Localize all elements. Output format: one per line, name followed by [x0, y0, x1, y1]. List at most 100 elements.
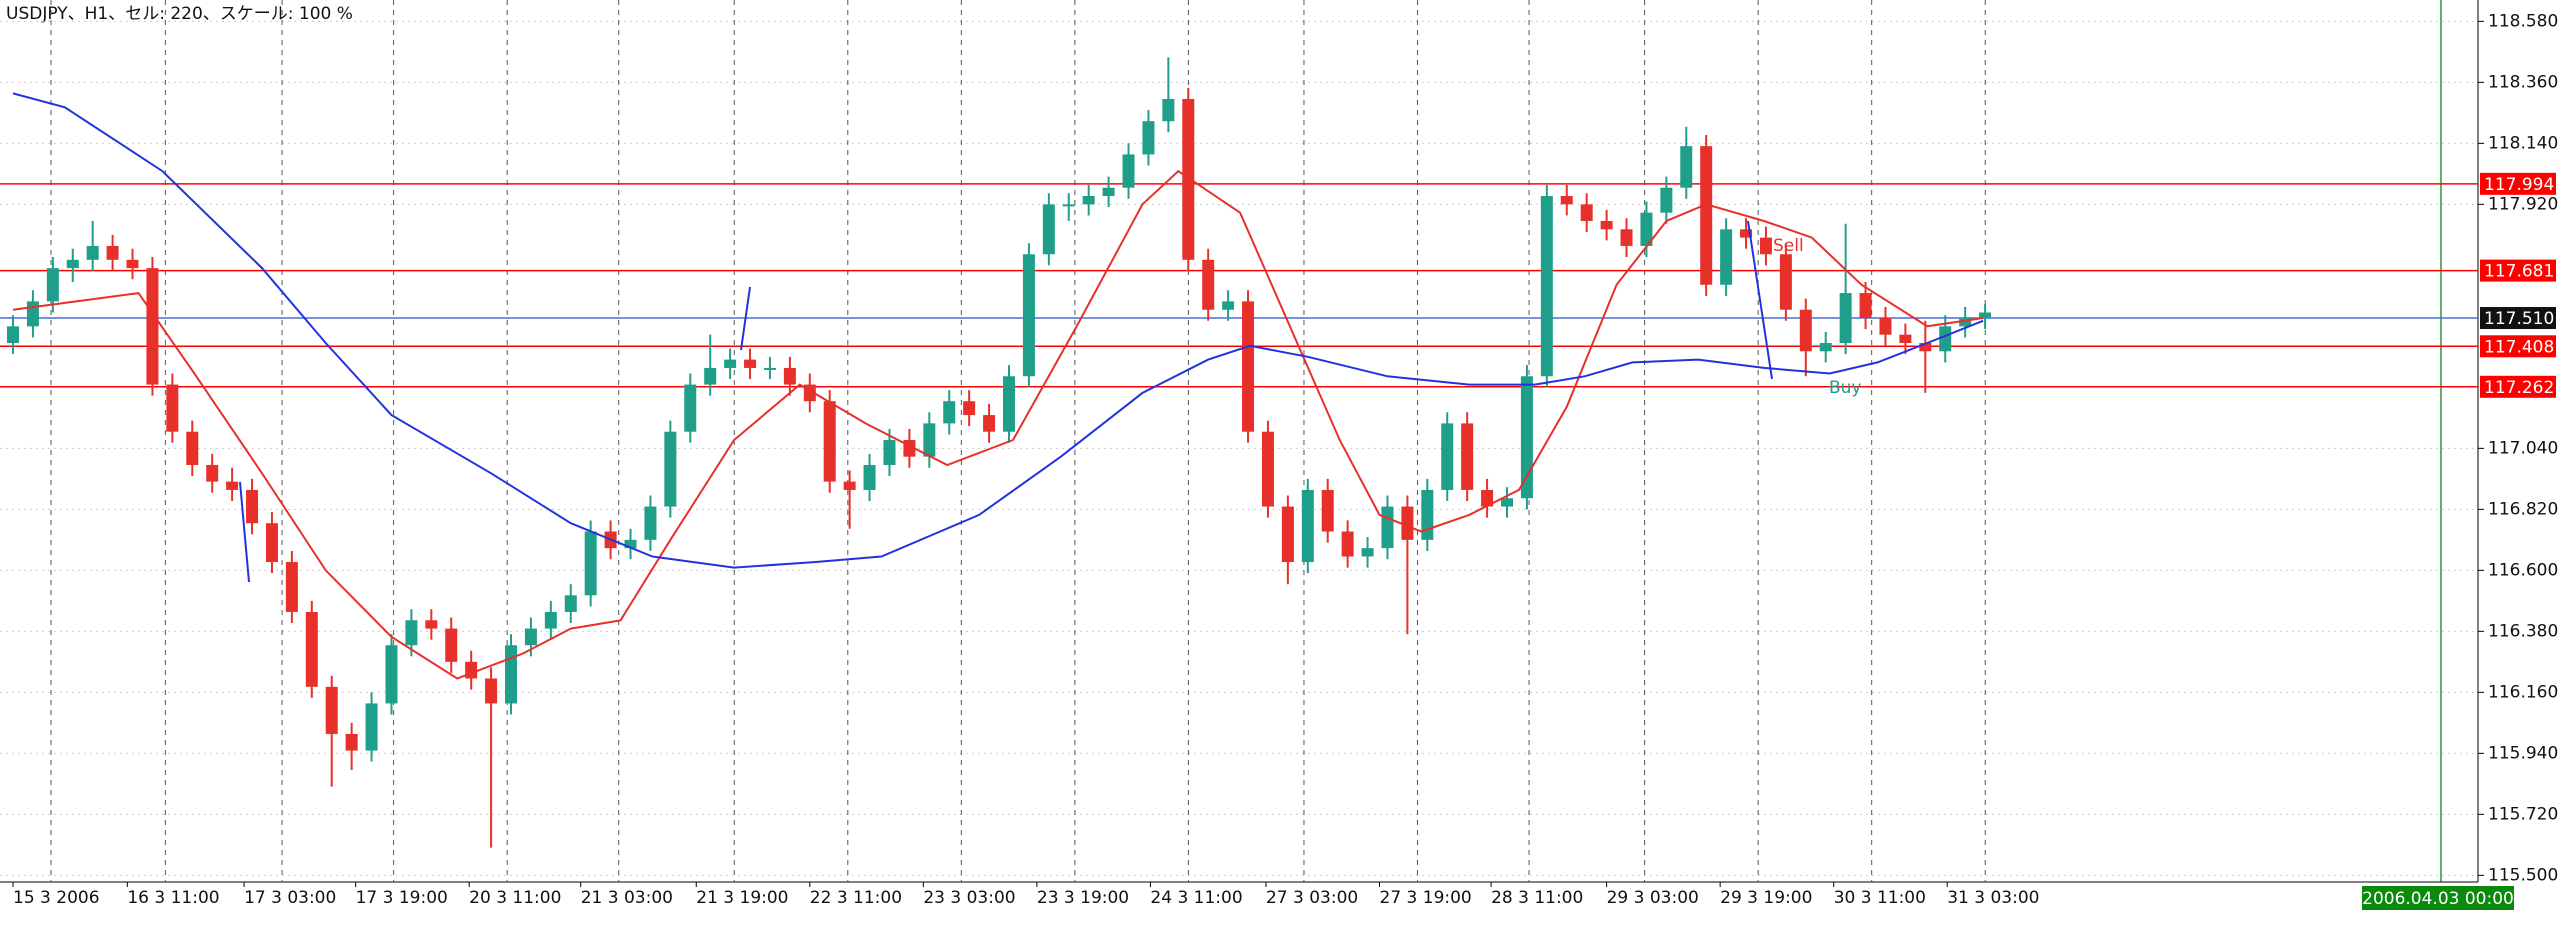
candle-body	[166, 384, 179, 432]
zigzag	[239, 481, 250, 583]
y-tick-label: 116.600	[2488, 560, 2558, 580]
level-label: 117.408	[2484, 337, 2554, 357]
candle-body	[1481, 489, 1494, 507]
y-tick-label: 118.580	[2488, 11, 2558, 31]
candle-body	[465, 661, 478, 679]
candle-body	[1700, 146, 1713, 285]
candle-body	[744, 359, 757, 368]
candle-body	[544, 611, 557, 629]
x-tick-label: 27 3 19:00	[1380, 888, 1472, 908]
candle-body	[1242, 301, 1255, 432]
x-tick-label: 15 3 2006	[13, 888, 100, 908]
zigzag	[740, 286, 751, 351]
candle-body	[664, 431, 677, 507]
candle-body	[1799, 309, 1812, 352]
candle-body	[1042, 204, 1055, 255]
candle-body	[1919, 342, 1932, 352]
candle-body	[1640, 212, 1653, 246]
zigzag	[1747, 220, 1773, 380]
candle-body	[1839, 293, 1852, 343]
level-tag	[2480, 172, 2556, 195]
date-tag	[2362, 886, 2514, 910]
candle-body	[704, 367, 717, 385]
candle-body	[823, 401, 836, 482]
candle-body	[365, 703, 378, 751]
x-tick-label: 24 3 11:00	[1150, 888, 1242, 908]
candle-body	[843, 481, 856, 490]
candle-body	[983, 415, 996, 432]
level-tag	[2480, 375, 2556, 398]
candle-body	[1401, 506, 1414, 540]
moving-average	[12, 92, 1984, 569]
candle-body	[1819, 342, 1832, 352]
x-tick-label: 29 3 19:00	[1720, 888, 1812, 908]
candle-body	[385, 645, 398, 704]
candle-body	[1202, 259, 1215, 310]
x-tick-label: 28 3 11:00	[1491, 888, 1583, 908]
candle-body	[246, 489, 259, 524]
level-tag	[2480, 307, 2556, 330]
candle-body	[7, 326, 19, 343]
candle-body	[1461, 423, 1474, 490]
candle-body	[1720, 229, 1733, 285]
candle-body	[1261, 431, 1274, 507]
candle-body	[1361, 548, 1374, 557]
chart-title: USDJPY、H1、セル: 220、スケール: 100 %	[6, 4, 353, 24]
candle-body	[1022, 254, 1035, 377]
candle-body	[1102, 187, 1115, 197]
candle-body	[1281, 506, 1294, 563]
candle-body	[1899, 334, 1912, 343]
candle-body	[923, 423, 936, 457]
x-tick-label: 17 3 03:00	[244, 888, 336, 908]
y-tick-label: 116.160	[2488, 682, 2558, 702]
y-tick-label: 116.380	[2488, 621, 2558, 641]
candle-body	[1560, 196, 1573, 205]
candle-body	[1122, 154, 1135, 188]
level-label: 117.510	[2484, 309, 2554, 329]
candle-body	[584, 531, 597, 596]
moving-average	[12, 169, 1984, 680]
candle-body	[1441, 423, 1454, 490]
candle-body	[1301, 489, 1314, 563]
candle-body	[1939, 326, 1952, 352]
x-tick-label: 31 3 03:00	[1947, 888, 2039, 908]
candle-body	[1580, 204, 1593, 221]
candle-body	[265, 523, 278, 563]
candle-body	[1520, 376, 1533, 499]
candle-body	[1660, 187, 1673, 213]
annotation: Buy	[1829, 378, 1862, 398]
candle-body	[1600, 220, 1613, 230]
x-tick-label: 22 3 11:00	[810, 888, 902, 908]
x-tick-label: 21 3 19:00	[696, 888, 788, 908]
candle-body	[186, 431, 199, 465]
candle-body	[1182, 98, 1195, 260]
candle-body	[1779, 254, 1792, 310]
candle-body	[564, 595, 577, 612]
candle-body	[1062, 204, 1075, 207]
candle-body	[1003, 376, 1015, 432]
candle-body	[425, 620, 438, 629]
candle-body	[325, 686, 338, 734]
y-tick-label: 115.720	[2488, 804, 2558, 824]
candle-body	[1740, 229, 1753, 238]
candle-body	[1501, 498, 1513, 507]
candle-body	[763, 367, 776, 370]
x-tick-label: 17 3 19:00	[356, 888, 448, 908]
x-tick-label: 23 3 19:00	[1037, 888, 1129, 908]
candle-body	[226, 481, 239, 490]
candle-body	[66, 259, 79, 269]
y-tick-label: 116.820	[2488, 499, 2558, 519]
candle-body	[1540, 196, 1553, 377]
candle-body	[963, 401, 976, 416]
y-tick-label: 118.360	[2488, 72, 2558, 92]
candle-body	[1421, 489, 1434, 540]
candle-body	[1680, 146, 1693, 188]
level-label: 117.994	[2484, 175, 2554, 195]
candle-body	[86, 245, 99, 260]
candle-body	[106, 245, 119, 260]
candle-body	[783, 367, 796, 385]
candle-body	[863, 464, 876, 490]
x-tick-label: 16 3 11:00	[127, 888, 219, 908]
